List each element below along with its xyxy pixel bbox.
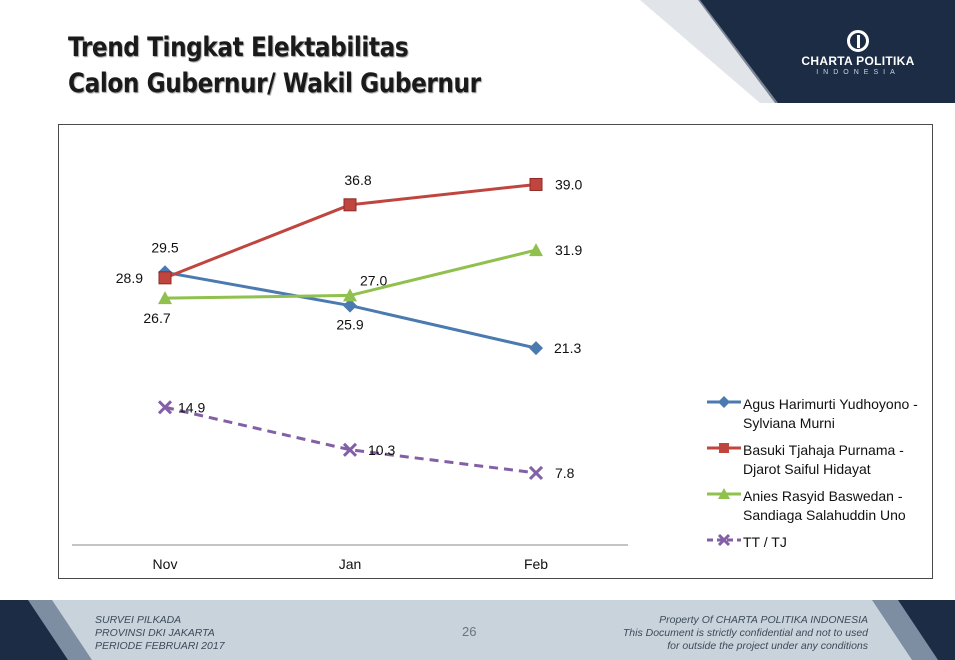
x-tick-label: Jan [339,556,362,572]
data-point [343,198,357,212]
legend-label-continued: Djarot Saiful Hidayat [743,461,871,477]
data-point [528,465,544,480]
footer-confidentiality: Property Of CHARTA POLITIKA INDONESIA Th… [623,614,868,653]
legend-marker [717,533,731,547]
legend-label: Anies Rasyid Baswedan - [743,488,903,504]
series-line [164,405,537,475]
footer-confidential-line-1: This Document is strictly confidential a… [622,627,868,639]
legend-label: TT / TJ [743,534,787,550]
legend-item: Agus Harimurti Yudhoyono - Sylviana Murni [707,395,955,433]
legend-swatch [707,396,741,408]
data-label: 26.7 [143,310,170,326]
chart-container: Nov Jan Feb 29.5 25.9 21.3 28.9 36.8 39.0 26.7 27.… [58,124,933,579]
data-label: 10.3 [368,442,395,458]
title-line-2: Calon Gubernur/ Wakil Gubernur [68,68,481,99]
brand-name: CHARTA POLITIKA [801,54,915,68]
legend-label: Agus Harimurti Yudhoyono - [743,396,918,412]
x-tick-label: Nov [153,556,178,572]
data-label: 21.3 [554,340,581,356]
data-point [529,243,543,257]
footer-property-line: Property Of CHARTA POLITIKA INDONESIA [659,614,868,626]
data-label: 36.8 [344,172,371,188]
legend-marker [719,443,729,453]
title-line-1: Trend Tingkat Elektabilitas [68,32,409,63]
data-label: 29.5 [151,239,178,255]
footer-confidential-line-2: for outside the project under any condit… [667,640,868,652]
data-point [157,400,173,415]
legend-swatch [707,488,741,499]
legend-marker [718,488,730,499]
footer-background [0,600,955,660]
data-point [158,291,172,305]
legend-label-continued: Sylviana Murni [743,415,835,431]
legend-marker [718,396,730,408]
brand-logo: CHARTA POLITIKA INDONESIA [784,30,932,76]
brand-subtitle: INDONESIA [816,69,900,76]
data-point [342,442,358,457]
data-point [529,177,543,191]
footer: SURVEI PILKADA PROVINSI DKI JAKARTA PERI… [0,600,955,660]
footer-survey-line-3: PERIODE FEBRUARI 2017 [95,640,225,652]
data-label: 39.0 [555,176,582,192]
data-label: 14.9 [178,399,205,415]
legend-label-continued: Sandiaga Salahuddin Uno [743,507,906,523]
legend-item: Basuki Tjahaja Purnama - Djarot Saiful Hi… [707,441,955,479]
legend-swatch [707,533,741,547]
data-label: 31.9 [555,242,582,258]
data-point [343,298,357,313]
line-chart: Nov Jan Feb 29.5 25.9 21.3 28.9 36.8 39.0 26.7 27.… [72,172,628,572]
legend-item: Anies Rasyid Baswedan - Sandiaga Salahudd… [707,487,955,525]
data-point [158,271,172,285]
data-point [529,341,543,356]
data-label: 7.8 [555,465,575,481]
legend-item: TT / TJ [707,533,955,552]
logo-icon [847,30,869,52]
page-number: 26 [462,624,477,639]
footer-survey-info: SURVEI PILKADA PROVINSI DKI JAKARTA PERI… [95,614,225,653]
x-tick-label: Feb [524,556,548,572]
chart-legend: Agus Harimurti Yudhoyono - Sylviana Murni… [707,395,955,560]
data-label: 25.9 [336,317,363,333]
page-title: Trend Tingkat Elektabilitas Calon Gubern… [68,30,481,102]
legend-swatch [707,443,741,453]
footer-survey-line-2: PROVINSI DKI JAKARTA [95,627,215,639]
footer-survey-line-1: SURVEI PILKADA [95,614,182,626]
data-label: 27.0 [360,272,387,288]
data-point [343,288,357,302]
data-label: 28.9 [116,270,143,286]
legend-label: Basuki Tjahaja Purnama - [743,442,904,458]
